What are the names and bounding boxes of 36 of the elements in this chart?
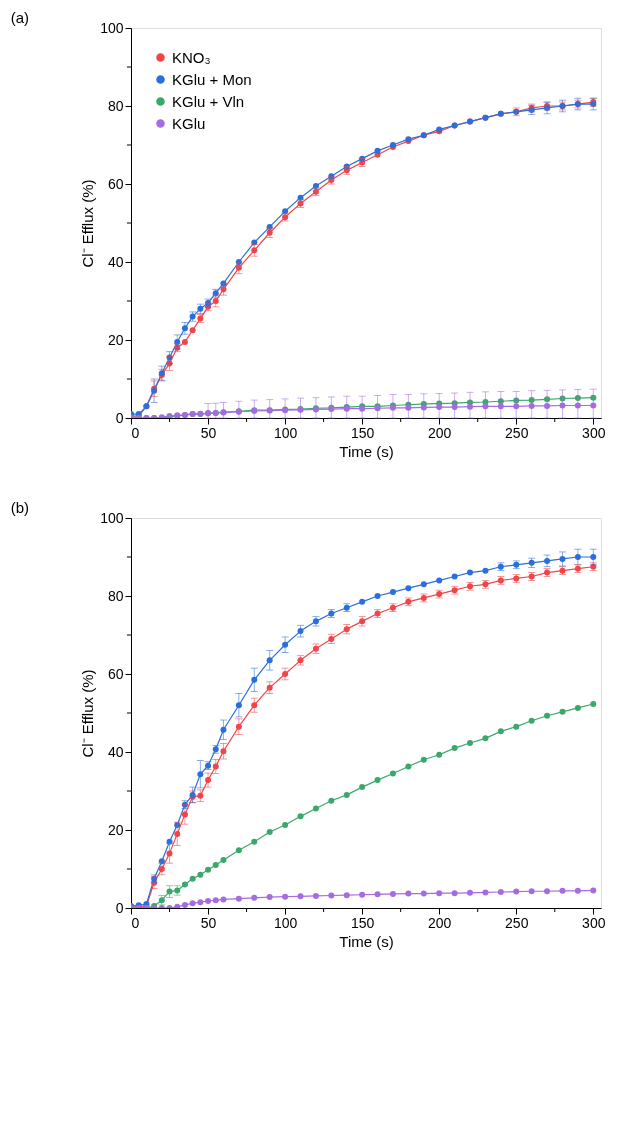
x-tick-label: 250	[505, 914, 529, 931]
y-tick-label: 0	[115, 899, 124, 916]
y-tick-label: 60	[107, 665, 124, 682]
y-axis-title: Cl⁻ Efflux (%)	[79, 179, 97, 268]
y-tick-label: 60	[107, 175, 124, 192]
y-tick-label: 0	[115, 409, 124, 426]
x-tick-label: 100	[273, 914, 298, 931]
x-tick-label: 250	[505, 424, 529, 441]
x-axis-title: Time (s)	[339, 442, 394, 460]
x-tick-label: 200	[428, 914, 452, 931]
y-tick-label: 20	[107, 821, 124, 838]
x-tick-label: 100	[273, 424, 298, 441]
x-tick-label: 0	[131, 424, 140, 441]
legend-label: KGlu + Mon	[172, 70, 252, 88]
y-tick-label: 80	[107, 97, 124, 114]
y-tick-label: 20	[107, 331, 124, 348]
y-tick-label: 40	[107, 253, 124, 270]
x-tick-label: 150	[350, 424, 375, 441]
x-tick-label: 50	[200, 424, 217, 441]
legend-label: KGlu	[172, 114, 206, 132]
x-axis-title: Time (s)	[339, 932, 394, 950]
legend-label: KGlu + Vln	[172, 92, 245, 110]
x-tick-label: 150	[350, 914, 375, 931]
y-tick-label: 80	[107, 587, 124, 604]
x-tick-label: 300	[582, 424, 606, 441]
x-tick-label: 0	[131, 914, 140, 931]
y-tick-label: 40	[107, 743, 124, 760]
y-axis-title: Cl⁻ Efflux (%)	[79, 669, 97, 758]
y-tick-label: 100	[100, 509, 124, 526]
chart-title: (b)	[10, 499, 29, 516]
x-tick-label: 300	[582, 914, 606, 931]
y-tick-label: 100	[100, 19, 124, 36]
legend-label: KNO₃	[172, 48, 211, 66]
chart-title: (a)	[10, 9, 29, 26]
x-tick-label: 200	[428, 424, 452, 441]
x-tick-label: 50	[200, 914, 217, 931]
